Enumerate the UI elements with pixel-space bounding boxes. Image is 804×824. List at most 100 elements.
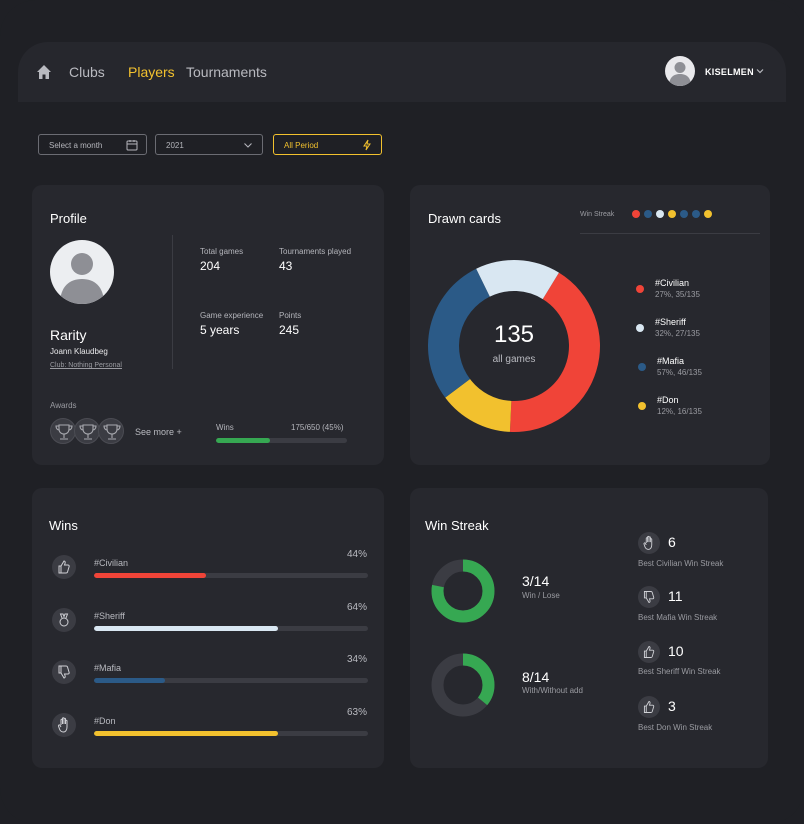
profile-name: Rarity bbox=[50, 327, 87, 343]
with-without-add-label: With/Without add bbox=[522, 686, 583, 695]
streak-dot bbox=[692, 210, 700, 218]
wins-progress-fill bbox=[216, 438, 270, 443]
year-select[interactable]: 2021 bbox=[155, 134, 263, 155]
thumbs-down-icon bbox=[643, 591, 655, 603]
win-streak-card: Win Streak 3/14 Win / Lose 8/14 With/Wit… bbox=[410, 488, 768, 768]
donut-segment-civilian bbox=[509, 272, 600, 432]
wins-progress-label: Wins bbox=[216, 423, 234, 432]
lightning-icon bbox=[363, 139, 371, 151]
wins-bar-sheriff bbox=[94, 626, 368, 631]
wins-icon-mafia bbox=[52, 660, 76, 684]
profile-full-name: Joann Klaudbeg bbox=[50, 347, 108, 356]
stat-value-tournaments: 43 bbox=[279, 259, 293, 273]
thumbs-up-icon bbox=[58, 560, 70, 574]
wins-name-mafia: #Mafia bbox=[94, 663, 122, 673]
streak-icon-don bbox=[638, 696, 660, 718]
calendar-icon bbox=[126, 140, 138, 151]
nav-tournaments[interactable]: Tournaments bbox=[186, 64, 267, 80]
trophy-icon bbox=[55, 424, 73, 440]
username[interactable]: KISELMEN bbox=[705, 67, 754, 77]
streak-dot bbox=[668, 210, 676, 218]
legend-dot-don bbox=[638, 402, 646, 410]
with-without-add-value: 8/14 bbox=[522, 669, 550, 685]
trophy-icon bbox=[79, 424, 97, 440]
wins-bar-don bbox=[94, 731, 368, 736]
streak-num-sheriff: 10 bbox=[668, 643, 684, 659]
wins-pct-don: 63% bbox=[347, 707, 368, 718]
nav-players[interactable]: Players bbox=[128, 64, 175, 80]
wins-bar-fill-sheriff bbox=[94, 626, 278, 631]
profile-club-link[interactable]: Club: Nothing Personal bbox=[50, 362, 122, 369]
streak-label-sheriff: Best Sheriff Win Streak bbox=[638, 667, 721, 676]
profile-card: Profile Rarity Joann Klaudbeg Club: Noth… bbox=[32, 185, 384, 465]
legend-name-sheriff: #Sheriff bbox=[655, 317, 686, 327]
wins-name-civilian: #Civilian bbox=[94, 558, 129, 568]
year-select-value: 2021 bbox=[166, 141, 184, 150]
award-badge[interactable] bbox=[98, 418, 124, 444]
stat-label-tournaments: Tournaments played bbox=[279, 247, 352, 256]
with-without-add-ring bbox=[431, 653, 495, 717]
streak-num-mafia: 11 bbox=[668, 588, 683, 604]
win-streak-label: Win Streak bbox=[580, 211, 615, 218]
medal-icon bbox=[59, 613, 69, 627]
wins-card: Wins #Civilian 44% #Sheriff 64% #Mafia 3… bbox=[32, 488, 384, 768]
win-streak-title: Win Streak bbox=[425, 518, 489, 533]
month-select[interactable]: Select a month bbox=[38, 134, 147, 155]
hand-icon bbox=[643, 535, 653, 550]
win-lose-label: Win / Lose bbox=[522, 591, 560, 600]
streak-num-civilian: 6 bbox=[668, 534, 676, 550]
period-select[interactable]: All Period bbox=[273, 134, 382, 155]
profile-avatar bbox=[50, 240, 114, 304]
donut-segment-mafia bbox=[428, 268, 490, 398]
user-silhouette-icon bbox=[60, 253, 104, 304]
legend-sub-mafia: 57%, 46/135 bbox=[657, 368, 702, 377]
thumbs-up-icon bbox=[643, 701, 655, 713]
trophy-icon bbox=[103, 424, 121, 440]
legend-sub-sheriff: 32%, 27/135 bbox=[655, 329, 700, 338]
ring-progress bbox=[431, 653, 495, 717]
wins-icon-civilian bbox=[52, 555, 76, 579]
stat-label-points: Points bbox=[279, 311, 302, 320]
streak-dot bbox=[680, 210, 688, 218]
award-badge[interactable] bbox=[50, 418, 76, 444]
user-silhouette-icon bbox=[669, 62, 691, 86]
donut-total: 135 bbox=[493, 321, 535, 348]
stat-value-total-games: 204 bbox=[200, 259, 221, 273]
wins-progress-bar bbox=[216, 438, 347, 443]
see-more-link[interactable]: See more + bbox=[135, 427, 182, 437]
wins-pct-sheriff: 64% bbox=[347, 602, 368, 613]
drawn-cards-card: Drawn cards Win Streak 135 all games #Ci… bbox=[410, 185, 770, 465]
wins-name-sheriff: #Sheriff bbox=[94, 611, 125, 621]
award-badge[interactable] bbox=[74, 418, 100, 444]
donut-segment-sheriff bbox=[476, 260, 559, 300]
month-select-placeholder: Select a month bbox=[49, 141, 103, 150]
wins-bar-fill-civilian bbox=[94, 573, 207, 578]
top-navigation: Clubs Players Tournaments KISELMEN bbox=[18, 42, 786, 102]
hand-icon bbox=[57, 717, 68, 733]
thumbs-down-icon bbox=[58, 665, 70, 679]
stat-label-experience: Game experience bbox=[200, 311, 264, 320]
streak-icon-mafia bbox=[638, 586, 660, 608]
stat-label-total-games: Total games bbox=[200, 247, 244, 256]
win-lose-ring bbox=[431, 559, 495, 623]
home-icon[interactable] bbox=[36, 64, 52, 80]
wins-icon-sheriff bbox=[52, 608, 76, 632]
wins-pct-civilian: 44% bbox=[347, 549, 368, 560]
wins-progress-value: 175/650 (45%) bbox=[291, 423, 344, 432]
thumbs-up-icon bbox=[643, 646, 655, 658]
streak-icon-civilian bbox=[638, 532, 660, 554]
streak-num-don: 3 bbox=[668, 698, 676, 714]
nav-clubs[interactable]: Clubs bbox=[69, 64, 105, 80]
stat-value-points: 245 bbox=[279, 323, 300, 337]
avatar[interactable] bbox=[665, 56, 695, 86]
chevron-down-icon bbox=[244, 143, 252, 148]
legend-name-don: #Don bbox=[657, 395, 679, 405]
wins-title: Wins bbox=[49, 518, 78, 533]
chevron-down-icon[interactable] bbox=[755, 66, 765, 76]
streak-label-civilian: Best Civilian Win Streak bbox=[638, 559, 724, 568]
streak-dot bbox=[656, 210, 664, 218]
legend-name-civilian: #Civilian bbox=[655, 278, 690, 288]
wins-bar-fill-mafia bbox=[94, 678, 166, 683]
drawn-cards-title: Drawn cards bbox=[428, 211, 501, 226]
